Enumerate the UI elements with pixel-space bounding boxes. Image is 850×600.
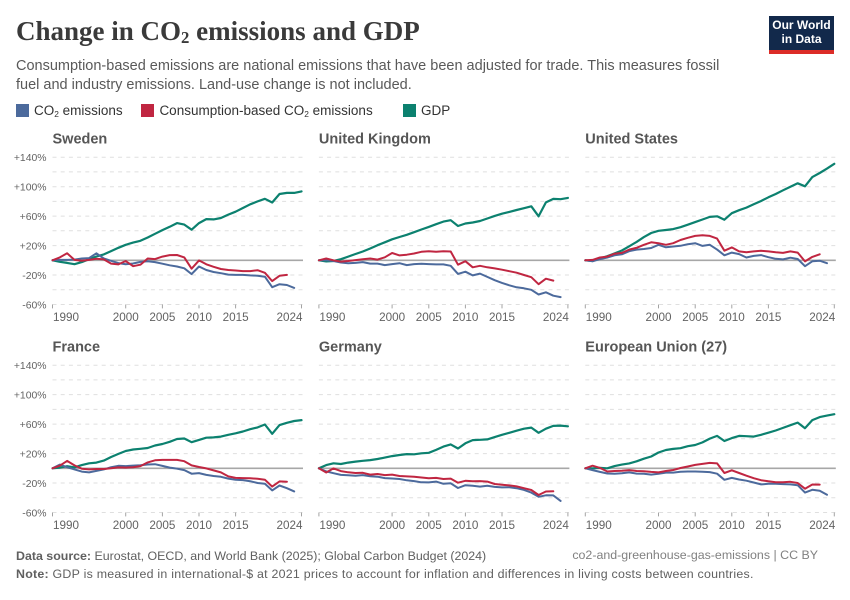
svg-text:European Union (27): European Union (27) xyxy=(585,340,727,356)
svg-text:2010: 2010 xyxy=(719,519,746,532)
svg-text:United States: United States xyxy=(585,132,678,148)
svg-text:Sweden: Sweden xyxy=(53,132,108,148)
svg-text:France: France xyxy=(53,340,101,356)
svg-text:-20%: -20% xyxy=(22,271,46,282)
svg-text:2000: 2000 xyxy=(379,519,406,532)
svg-text:2000: 2000 xyxy=(379,311,406,324)
svg-text:2024: 2024 xyxy=(276,311,303,324)
svg-text:2010: 2010 xyxy=(186,311,213,324)
svg-text:2015: 2015 xyxy=(755,311,782,324)
svg-text:2005: 2005 xyxy=(682,311,709,324)
svg-text:+20%: +20% xyxy=(20,449,47,460)
svg-text:2015: 2015 xyxy=(755,519,782,532)
svg-text:1990: 1990 xyxy=(586,311,613,324)
svg-text:2010: 2010 xyxy=(452,311,479,324)
svg-text:2005: 2005 xyxy=(149,519,176,532)
svg-text:+140%: +140% xyxy=(14,361,47,372)
svg-text:2000: 2000 xyxy=(645,519,672,532)
svg-text:-20%: -20% xyxy=(22,479,46,490)
svg-text:2005: 2005 xyxy=(416,311,443,324)
svg-text:1990: 1990 xyxy=(53,311,80,324)
svg-text:+20%: +20% xyxy=(20,241,47,252)
svg-text:1990: 1990 xyxy=(319,311,346,324)
svg-text:2024: 2024 xyxy=(809,311,836,324)
svg-text:2015: 2015 xyxy=(489,519,516,532)
svg-text:1990: 1990 xyxy=(319,519,346,532)
svg-text:+100%: +100% xyxy=(14,390,47,401)
svg-text:2005: 2005 xyxy=(149,311,176,324)
svg-text:+60%: +60% xyxy=(20,212,47,223)
svg-text:2010: 2010 xyxy=(719,311,746,324)
svg-text:2024: 2024 xyxy=(809,519,836,532)
svg-text:+140%: +140% xyxy=(14,153,47,164)
svg-text:2024: 2024 xyxy=(543,311,570,324)
svg-text:2005: 2005 xyxy=(416,519,443,532)
svg-text:-60%: -60% xyxy=(22,508,46,519)
svg-text:+60%: +60% xyxy=(20,420,47,431)
svg-text:-60%: -60% xyxy=(22,300,46,311)
svg-text:2015: 2015 xyxy=(223,311,250,324)
svg-text:1990: 1990 xyxy=(586,519,613,532)
svg-text:2024: 2024 xyxy=(543,519,570,532)
svg-text:+100%: +100% xyxy=(14,183,47,194)
svg-text:2000: 2000 xyxy=(113,519,140,532)
svg-text:2000: 2000 xyxy=(113,311,140,324)
svg-text:2015: 2015 xyxy=(489,311,516,324)
svg-text:Germany: Germany xyxy=(319,340,382,356)
svg-text:2010: 2010 xyxy=(452,519,479,532)
svg-text:2024: 2024 xyxy=(276,519,303,532)
svg-text:1990: 1990 xyxy=(53,519,80,532)
svg-text:2005: 2005 xyxy=(682,519,709,532)
svg-text:2000: 2000 xyxy=(645,311,672,324)
svg-text:2015: 2015 xyxy=(223,519,250,532)
svg-text:2010: 2010 xyxy=(186,519,213,532)
svg-text:United Kingdom: United Kingdom xyxy=(319,132,431,148)
